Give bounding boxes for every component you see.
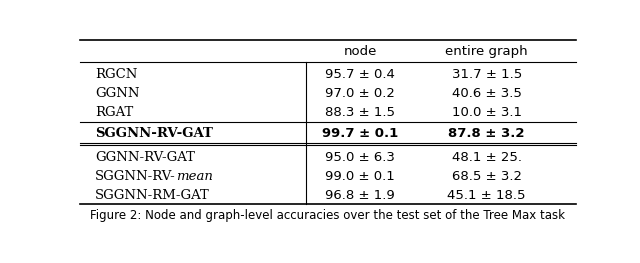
Text: node: node [344, 45, 377, 58]
Text: 10.0 ± 3.1: 10.0 ± 3.1 [452, 106, 522, 119]
Text: GGNN: GGNN [95, 87, 140, 100]
Text: 88.3 ± 1.5: 88.3 ± 1.5 [325, 106, 396, 119]
Text: 68.5 ± 3.2: 68.5 ± 3.2 [452, 170, 522, 183]
Text: RGCN: RGCN [95, 68, 137, 81]
Text: 40.6 ± 3.5: 40.6 ± 3.5 [452, 87, 522, 100]
Text: SGGNN-RV-: SGGNN-RV- [95, 170, 175, 183]
Text: 97.0 ± 0.2: 97.0 ± 0.2 [325, 87, 395, 100]
Text: 48.1 ± 25.: 48.1 ± 25. [452, 150, 522, 164]
Text: 99.7 ± 0.1: 99.7 ± 0.1 [322, 127, 398, 140]
Text: entire graph: entire graph [445, 45, 528, 58]
Text: RGAT: RGAT [95, 106, 133, 119]
Text: 95.0 ± 6.3: 95.0 ± 6.3 [325, 150, 395, 164]
Text: SGGNN-RV-GAT: SGGNN-RV-GAT [95, 127, 212, 140]
Text: 96.8 ± 1.9: 96.8 ± 1.9 [325, 189, 395, 202]
Text: mean: mean [175, 170, 212, 183]
Text: SGGNN-RM-GAT: SGGNN-RM-GAT [95, 189, 210, 202]
Text: 87.8 ± 3.2: 87.8 ± 3.2 [449, 127, 525, 140]
Text: Figure 2: Node and graph-level accuracies over the test set of the Tree Max task: Figure 2: Node and graph-level accuracie… [90, 209, 566, 222]
Text: 99.0 ± 0.1: 99.0 ± 0.1 [325, 170, 395, 183]
Text: 31.7 ± 1.5: 31.7 ± 1.5 [452, 68, 522, 81]
Text: GGNN-RV-GAT: GGNN-RV-GAT [95, 150, 195, 164]
Text: 95.7 ± 0.4: 95.7 ± 0.4 [325, 68, 395, 81]
Text: 45.1 ± 18.5: 45.1 ± 18.5 [447, 189, 526, 202]
